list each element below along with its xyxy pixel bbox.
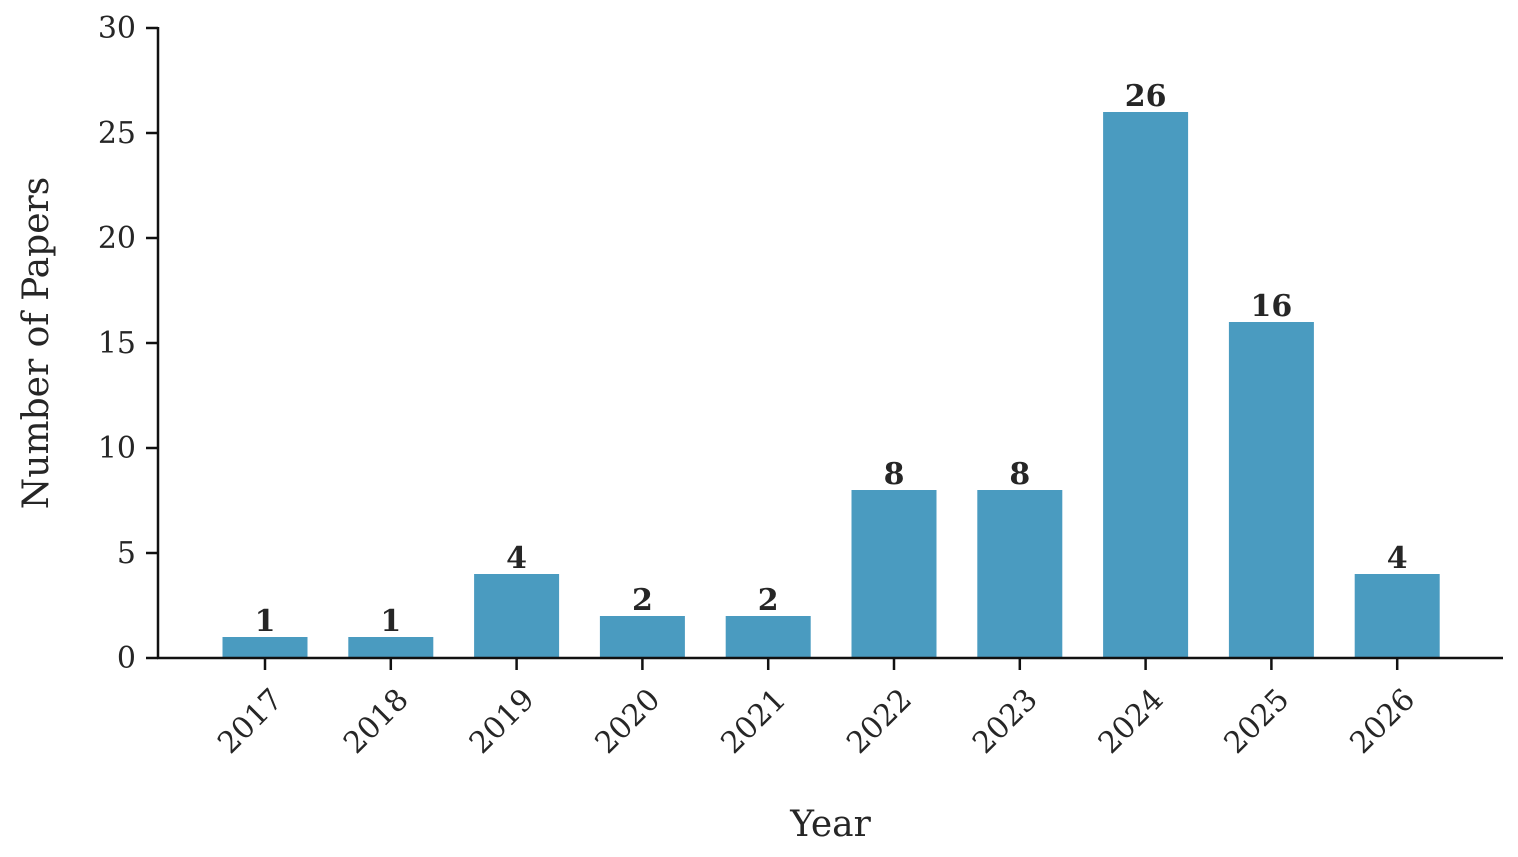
x-tick-label: 2018 <box>337 682 416 761</box>
y-tick-label: 10 <box>98 431 136 466</box>
x-tick-label: 2025 <box>1218 682 1297 761</box>
x-tick-label: 2017 <box>211 682 290 761</box>
bar-value-label: 2 <box>632 583 653 618</box>
y-tick-label: 5 <box>117 536 136 571</box>
y-tick-label: 25 <box>98 116 136 151</box>
y-tick-label: 0 <box>117 641 136 676</box>
bar-2026 <box>1354 574 1440 658</box>
bar-value-label: 8 <box>884 457 905 492</box>
bar-value-label: 1 <box>380 604 401 639</box>
x-tick-label: 2022 <box>840 682 919 761</box>
x-axis: 2017 2018 2019 2020 2021 2022 2023 2024 2025 2026 <box>157 656 1503 761</box>
y-tick-label: 30 <box>98 11 136 46</box>
x-tick-label: 2020 <box>589 682 668 761</box>
bar-2022 <box>851 490 937 658</box>
bar-2017 <box>222 637 308 658</box>
y-axis-title: Number of Papers <box>16 177 57 509</box>
bar-2023 <box>977 490 1063 658</box>
bar-labels-layer: 1 1 4 2 2 8 8 26 16 4 <box>255 79 1408 639</box>
bar-2025 <box>1228 322 1314 658</box>
x-tick-label: 2023 <box>966 682 1045 761</box>
bar-value-label: 2 <box>758 583 779 618</box>
bar-value-label: 8 <box>1009 457 1030 492</box>
bars-layer <box>222 112 1440 658</box>
y-axis: 0 5 10 15 20 25 30 <box>98 11 160 676</box>
bar-2018 <box>348 637 434 658</box>
bar-value-label: 16 <box>1251 289 1293 324</box>
x-tick-label: 2026 <box>1343 682 1422 761</box>
x-tick-label: 2024 <box>1092 682 1171 761</box>
x-tick-label: 2021 <box>714 682 793 761</box>
y-tick-label: 15 <box>98 326 136 361</box>
y-tick-label: 20 <box>98 221 136 256</box>
bar-value-label: 4 <box>1387 541 1408 576</box>
x-axis-title: Year <box>789 804 871 845</box>
bar-2019 <box>474 574 560 658</box>
bar-2024 <box>1103 112 1189 658</box>
bar-value-label: 1 <box>255 604 276 639</box>
bar-2020 <box>599 616 685 658</box>
bar-value-label: 4 <box>506 541 527 576</box>
x-tick-label: 2019 <box>463 682 542 761</box>
bar-value-label: 26 <box>1125 79 1167 114</box>
bar-2021 <box>725 616 811 658</box>
